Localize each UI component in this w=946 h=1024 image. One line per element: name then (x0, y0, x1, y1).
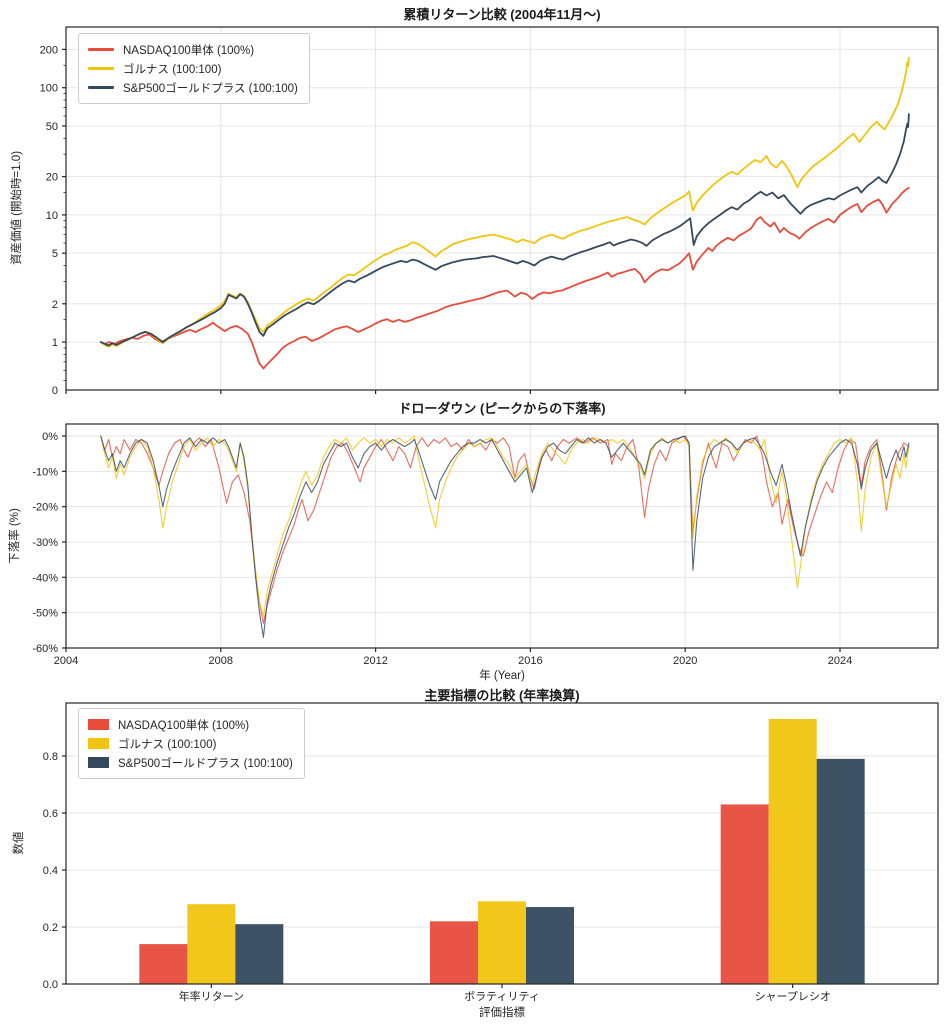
metrics-y-tick-label: 0.0 (43, 979, 58, 991)
metrics-category-label: ボラティリティ (464, 990, 540, 1003)
drawdown-series-line-1 (100, 435, 910, 617)
legend-swatch (88, 86, 114, 89)
legend-item: S&P500ゴールドプラス (100:100) (88, 753, 293, 772)
drawdown-x-tick-label: 2004 (54, 655, 78, 667)
metrics-chart-title: 主要指標の比較 (年率換算) (424, 688, 580, 703)
drawdown-y-tick-label: -60% (32, 643, 58, 655)
legend-item-label: NASDAQ100単体 (100%) (118, 719, 250, 732)
legend-item-label: ゴルナス (100:100) (118, 738, 217, 751)
cumulative-series-line-1 (99, 56, 910, 348)
legend-item: ゴルナス (100:100) (88, 734, 293, 753)
drawdown-x-axis-label: 年 (Year) (479, 670, 525, 682)
cumulative-y-tick-label: 10 (46, 210, 58, 222)
cumulative-y-tick-label: 5 (52, 248, 58, 260)
metrics-y-tick-label: 0.4 (43, 865, 58, 877)
legend-item-label: S&P500ゴールドプラス (100:100) (118, 757, 293, 770)
legend-item: ゴルナス (100:100) (88, 59, 298, 78)
cumulative-legend: NASDAQ100単体 (100%) ゴルナス (100:100) S&P500ゴー… (78, 33, 310, 104)
cumulative-series-line-0 (99, 187, 910, 370)
cumulative-series-line-2 (99, 113, 910, 347)
drawdown-x-tick-label: 2016 (518, 655, 542, 667)
drawdown-y-axis-label: 下落率 (%) (9, 508, 21, 564)
metrics-bar-0-1 (187, 904, 236, 984)
metrics-category-label: シャープレシオ (754, 990, 830, 1003)
legend-item: NASDAQ100単体 (100%) (88, 40, 298, 59)
drawdown-plot-border (65, 423, 939, 649)
drawdown-x-tick-label: 2024 (828, 655, 852, 667)
metrics-y-axis-label: 数値 (13, 831, 25, 855)
metrics-plot-area: 0.0 0.2 0.4 0.6 0.8 年率リターン ボラティリティ シャープレシオ (43, 702, 939, 1003)
legend-swatch (88, 48, 114, 51)
drawdown-y-tick-label: 0% (42, 431, 58, 443)
legend-swatch (88, 738, 109, 749)
cumulative-y-tick-label: 2 (52, 299, 58, 311)
drawdown-series-line-2 (100, 435, 910, 638)
cumulative-y-tick-label: 100 (40, 83, 58, 95)
drawdown-y-tick-label: -20% (32, 502, 58, 514)
metrics-x-axis-label: 評価指標 (479, 1007, 525, 1019)
cumulative-y-tick-label: 50 (46, 121, 58, 133)
drawdown-y-tick-label: -10% (32, 466, 58, 478)
metrics-bar-0-2 (235, 924, 284, 984)
cumulative-y-tick-label: 1 (52, 337, 58, 349)
metrics-bar-2-2 (816, 758, 865, 984)
drawdown-x-tick-label: 2012 (363, 655, 387, 667)
metrics-bar-1-0 (430, 921, 478, 984)
legend-item: S&P500ゴールドプラス (100:100) (88, 78, 298, 97)
drawdown-x-tick-label: 2020 (673, 655, 697, 667)
metrics-bar-0-0 (139, 944, 188, 984)
legend-swatch (88, 719, 109, 730)
drawdown-chart-title: ドローダウン (ピークからの下落率) (398, 401, 606, 416)
legend-item-label: S&P500ゴールドプラス (100:100) (123, 82, 298, 95)
legend-item-label: ゴルナス (100:100) (123, 63, 222, 76)
legend-item: NASDAQ100単体 (100%) (88, 715, 293, 734)
metrics-y-tick-label: 0.2 (43, 922, 58, 934)
cumulative-y-tick-label: 200 (40, 44, 58, 56)
metrics-bar-2-1 (768, 718, 817, 984)
drawdown-x-tick-label: 2008 (209, 655, 233, 667)
drawdown-y-tick-label: -40% (32, 572, 58, 584)
legend-swatch (88, 67, 114, 70)
legend-swatch (88, 757, 109, 768)
cumulative-y-tick-label: 0 (52, 385, 58, 397)
cumulative-chart-title: 累積リターン比較 (2004年11月〜) (403, 7, 601, 22)
cumulative-plot-border (65, 26, 939, 391)
metrics-category-label: 年率リターン (179, 989, 244, 1003)
drawdown-y-tick-label: -50% (32, 608, 58, 620)
metrics-y-tick-label: 0.6 (43, 808, 58, 820)
drawdown-plot-area: 0% -10% -20% -30% -40% -50% -60%2004 2008 2012 20… (32, 423, 939, 667)
metrics-legend: NASDAQ100単体 (100%) ゴルナス (100:100) S&P500ゴー… (78, 708, 305, 779)
cumulative-y-tick-label: 20 (46, 172, 58, 184)
cumulative-y-axis-label: 資産価値 (開始時=1.0) (11, 150, 23, 266)
metrics-bar-2-0 (720, 804, 769, 984)
legend-item-label: NASDAQ100単体 (100%) (123, 44, 255, 57)
metrics-bar-1-1 (478, 901, 526, 984)
metrics-y-tick-label: 0.8 (43, 751, 58, 763)
drawdown-y-tick-label: -30% (32, 537, 58, 549)
metrics-bar-1-2 (526, 907, 574, 984)
